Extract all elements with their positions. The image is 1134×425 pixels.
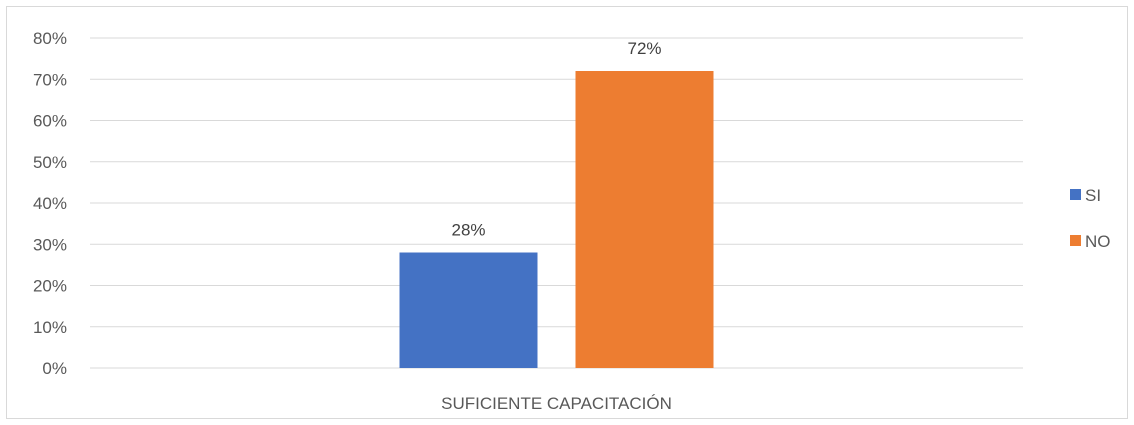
category-label: SUFICIENTE CAPACITACIÓN xyxy=(441,394,672,413)
x-axis: SUFICIENTE CAPACITACIÓN xyxy=(441,394,672,413)
data-labels: 28% 72% xyxy=(451,39,661,240)
y-tick-label: 30% xyxy=(33,235,67,254)
legend-label-no: NO xyxy=(1085,232,1111,251)
gridlines xyxy=(90,37,1023,369)
y-tick-label: 60% xyxy=(33,112,67,131)
y-tick-label: 70% xyxy=(33,70,67,89)
chart-frame xyxy=(6,6,1128,419)
data-label-no: 72% xyxy=(627,39,661,58)
y-tick-label: 20% xyxy=(33,277,67,296)
data-label-si: 28% xyxy=(451,221,485,240)
y-tick-label: 40% xyxy=(33,194,67,213)
legend: SI NO xyxy=(1070,186,1111,251)
y-tick-label: 50% xyxy=(33,153,67,172)
bar-si xyxy=(399,252,538,368)
bar-no xyxy=(575,71,714,368)
y-tick-label: 0% xyxy=(42,359,67,378)
y-tick-label: 10% xyxy=(33,318,67,337)
bars xyxy=(399,71,714,368)
y-tick-label: 80% xyxy=(33,29,67,48)
legend-swatch-no xyxy=(1070,235,1081,246)
legend-label-si: SI xyxy=(1085,186,1101,205)
y-axis-tick-labels: 0% 10% 20% 30% 40% 50% 60% 70% 80% xyxy=(33,29,67,378)
legend-swatch-si xyxy=(1070,189,1081,200)
